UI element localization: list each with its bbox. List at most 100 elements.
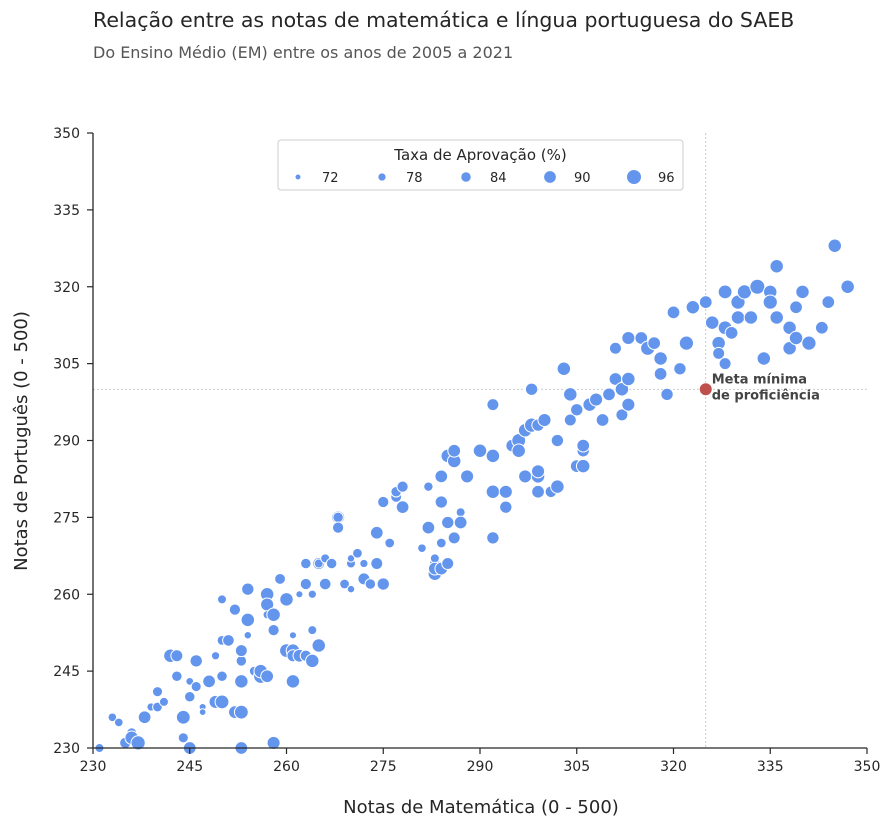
data-point-62 <box>299 577 312 591</box>
data-point-16 <box>177 732 189 744</box>
legend-label-84: 84 <box>490 171 507 186</box>
data-point-187 <box>795 284 810 300</box>
data-point-14 <box>171 670 183 682</box>
data-point-36 <box>234 644 248 658</box>
data-point-65 <box>307 625 318 636</box>
reference-point-marker <box>698 382 713 397</box>
data-point-147 <box>602 387 616 402</box>
data-point-91 <box>396 480 409 493</box>
data-point-185 <box>789 300 803 315</box>
data-point-101 <box>435 537 447 549</box>
legend-label-72: 72 <box>322 171 339 186</box>
data-point-84 <box>369 525 384 540</box>
legend-marker-96 <box>626 169 642 185</box>
data-point-168 <box>712 346 726 360</box>
reference-label-line2: de proficiência <box>712 388 820 403</box>
data-point-149 <box>608 341 622 355</box>
data-point-92 <box>395 500 410 514</box>
data-point-189 <box>814 320 829 335</box>
data-point-21 <box>190 680 202 693</box>
data-point-111 <box>453 515 468 530</box>
chart-subtitle: Do Ensino Médio (EM) entre os anos de 20… <box>93 43 514 62</box>
data-point-80 <box>352 547 363 559</box>
x-tick-label: 305 <box>563 759 590 775</box>
data-point-97 <box>429 553 440 564</box>
data-point-34 <box>233 704 249 720</box>
data-point-176 <box>743 310 759 325</box>
data-point-24 <box>202 674 216 689</box>
data-point-112 <box>460 469 475 484</box>
data-point-19 <box>184 691 196 703</box>
data-point-41 <box>241 582 255 596</box>
data-point-102 <box>434 469 449 484</box>
data-point-53 <box>279 592 294 607</box>
data-point-105 <box>441 515 455 530</box>
legend-marker-72 <box>294 173 302 181</box>
x-tick-label: 290 <box>467 759 494 775</box>
data-point-104 <box>441 557 455 570</box>
data-point-128 <box>531 484 545 499</box>
data-point-136 <box>563 413 577 427</box>
data-point-50 <box>266 607 281 622</box>
x-tick-label: 260 <box>273 759 300 775</box>
data-point-177 <box>749 278 766 295</box>
y-tick-label: 290 <box>53 434 80 450</box>
data-point-141 <box>575 458 591 474</box>
y-tick-label: 320 <box>53 280 80 296</box>
data-point-56 <box>285 674 301 689</box>
data-point-123 <box>518 469 533 484</box>
data-point-48 <box>260 669 275 684</box>
data-point-164 <box>685 300 701 315</box>
reference-lines <box>93 133 867 748</box>
x-tick-label: 335 <box>757 759 784 775</box>
data-point-20 <box>189 654 203 668</box>
data-point-126 <box>524 382 539 396</box>
data-point-143 <box>576 438 591 453</box>
data-point-122 <box>511 443 526 458</box>
data-point-186 <box>788 330 804 346</box>
data-point-180 <box>762 294 778 310</box>
data-point-115 <box>485 484 501 499</box>
data-point-173 <box>730 310 746 325</box>
data-point-146 <box>595 413 610 427</box>
data-point-76 <box>339 578 350 590</box>
data-point-74 <box>332 511 344 524</box>
data-point-119 <box>498 484 513 499</box>
data-point-11 <box>158 696 169 707</box>
data-point-154 <box>621 330 636 346</box>
data-point-15 <box>175 709 191 725</box>
x-tick-label: 275 <box>370 759 397 775</box>
data-point-25 <box>210 651 221 661</box>
data-point-1 <box>107 712 118 723</box>
data-point-110 <box>455 507 466 518</box>
data-point-40 <box>243 631 253 640</box>
data-point-162 <box>673 362 687 376</box>
data-point-69 <box>311 638 326 653</box>
y-axis-label: Notas de Português (0 - 500) <box>11 311 32 571</box>
data-point-151 <box>615 408 629 422</box>
data-point-79 <box>346 554 356 563</box>
data-point-138 <box>570 403 584 417</box>
data-point-52 <box>274 572 286 585</box>
data-point-181 <box>769 310 784 325</box>
data-point-171 <box>718 357 732 371</box>
data-point-109 <box>447 443 462 458</box>
data-point-160 <box>660 387 674 402</box>
data-point-183 <box>782 320 797 335</box>
data-point-191 <box>827 238 842 253</box>
data-point-85 <box>370 557 384 570</box>
data-point-150 <box>614 382 630 397</box>
data-point-163 <box>678 335 695 351</box>
data-point-28 <box>216 670 228 682</box>
data-point-190 <box>821 295 836 309</box>
y-tick-label: 260 <box>53 587 80 603</box>
data-point-23 <box>198 708 207 716</box>
data-point-192 <box>840 279 855 294</box>
data-point-153 <box>621 397 636 412</box>
chart-title: Relação entre as notas de matemática e l… <box>93 8 795 32</box>
data-point-108 <box>447 531 461 545</box>
data-point-66 <box>307 589 317 599</box>
data-point-129 <box>530 464 546 479</box>
data-point-137 <box>563 387 578 402</box>
